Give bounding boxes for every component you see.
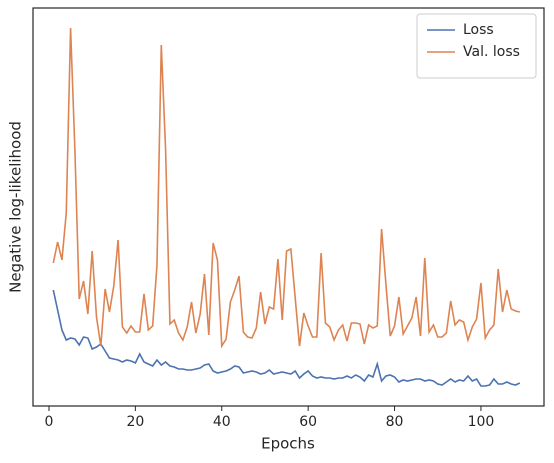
legend-label: Val. loss — [463, 44, 520, 60]
x-tick-label: 40 — [213, 414, 231, 430]
series-line — [52, 27, 520, 349]
x-axis-label: Epochs — [261, 435, 315, 453]
x-tick-label: 20 — [126, 414, 144, 430]
y-axis-label: Negative log-likelihood — [7, 121, 25, 293]
x-tick-label: 60 — [299, 414, 317, 430]
series-line — [52, 289, 521, 387]
x-tick-label: 0 — [45, 414, 54, 430]
x-tick-label: 80 — [386, 414, 404, 430]
legend-label: Loss — [463, 22, 494, 38]
x-tick-label: 100 — [468, 414, 495, 430]
